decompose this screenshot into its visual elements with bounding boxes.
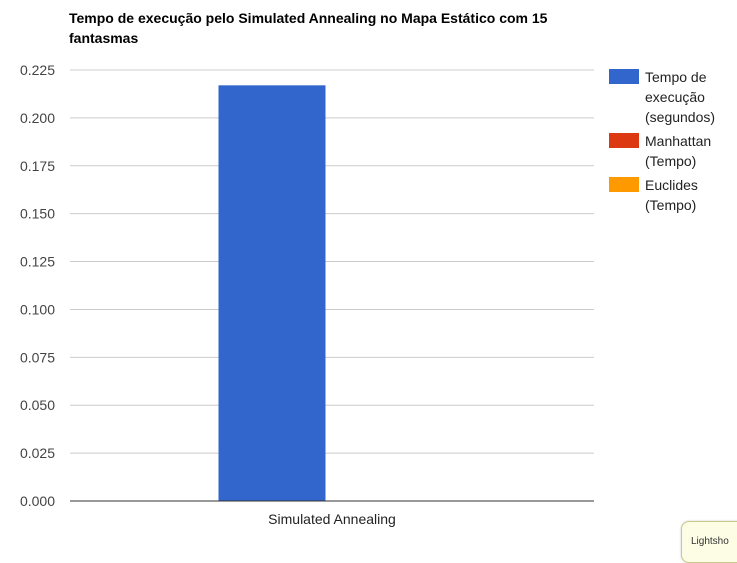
legend-swatch — [609, 69, 639, 84]
legend-label: (Tempo) — [645, 197, 696, 213]
legend: Tempo de execução (segundos) Manhattan (Temp… — [609, 69, 715, 213]
y-tick-label: 0.100 — [20, 301, 55, 317]
y-tick-label: 0.000 — [20, 493, 55, 509]
chart-title-line: Tempo de execução pelo Simulated Anneali… — [69, 10, 548, 26]
legend-label: Manhattan — [645, 133, 711, 149]
legend-label: (segundos) — [645, 109, 715, 125]
chart-title-line: fantasmas — [69, 30, 138, 46]
y-tick-label: 0.225 — [20, 62, 55, 78]
bar[interactable] — [218, 85, 326, 501]
y-tick-label: 0.200 — [20, 110, 55, 126]
gridlines — [70, 69, 594, 454]
legend-swatch — [609, 177, 639, 192]
legend-label: (Tempo) — [645, 153, 696, 169]
y-tick-label: 0.050 — [20, 397, 55, 413]
tooltip-popup: Lightsho — [681, 521, 737, 563]
tooltip-text: Lightsho — [691, 536, 729, 547]
bar-chart: Tempo de execução pelo Simulated Anneali… — [20, 10, 715, 527]
legend-label: Euclides — [645, 177, 698, 193]
legend-label: execução — [645, 89, 705, 105]
y-tick-label: 0.150 — [20, 206, 55, 222]
y-axis-ticks: 0.000 0.025 0.050 0.075 0.100 0.125 0.150 0.175… — [20, 62, 55, 509]
bars — [218, 85, 326, 501]
y-tick-label: 0.075 — [20, 349, 55, 365]
x-category-label: Simulated Annealing — [268, 511, 396, 527]
y-tick-label: 0.125 — [20, 254, 55, 270]
legend-swatch — [609, 133, 639, 148]
y-tick-label: 0.175 — [20, 158, 55, 174]
legend-label: Tempo de — [645, 69, 707, 85]
chart-title: Tempo de execução pelo Simulated Anneali… — [69, 10, 548, 46]
x-axis-categories: Simulated Annealing — [268, 511, 396, 527]
y-tick-label: 0.025 — [20, 445, 55, 461]
